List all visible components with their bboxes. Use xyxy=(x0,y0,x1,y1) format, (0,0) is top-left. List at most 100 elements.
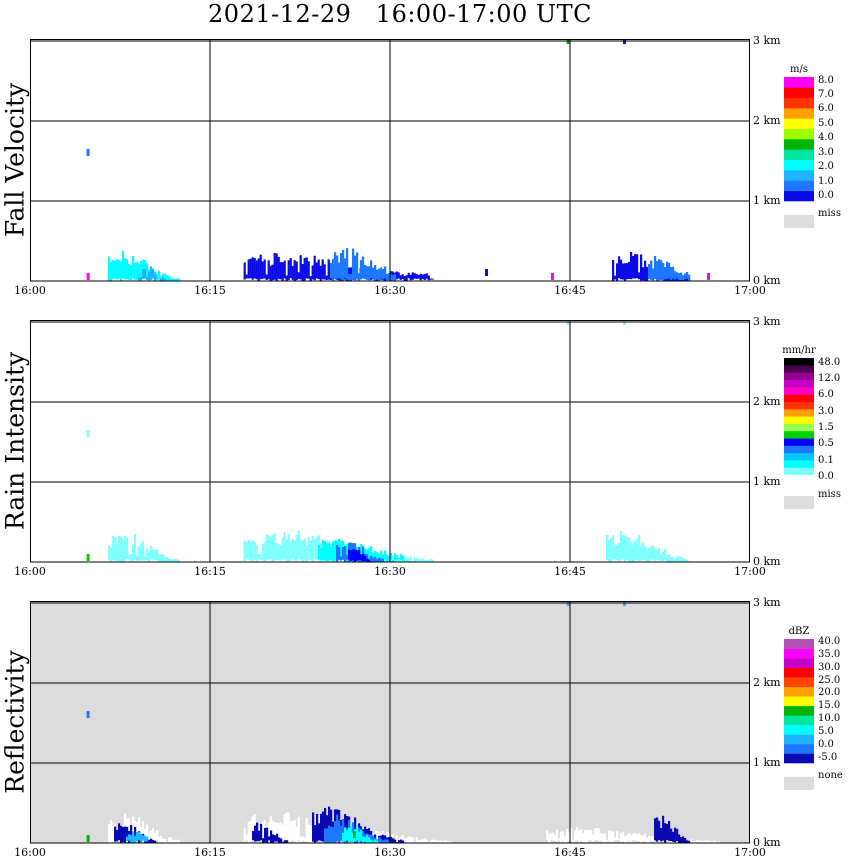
echo-column xyxy=(358,273,361,281)
echo-column xyxy=(255,260,258,280)
echo-column xyxy=(346,544,349,562)
echo-column xyxy=(346,554,349,560)
echo-column xyxy=(644,260,647,281)
echo-column xyxy=(249,541,252,561)
echo-column xyxy=(257,554,260,560)
echo-column xyxy=(636,833,639,841)
echo-column xyxy=(636,254,639,279)
echo-column xyxy=(253,258,256,279)
echo-column xyxy=(271,820,274,842)
x-tick-label: 16:45 xyxy=(554,846,586,859)
echo-column xyxy=(672,556,675,562)
colorbar-swatch xyxy=(784,705,814,716)
echo-column xyxy=(618,838,621,841)
echo-column xyxy=(164,273,167,281)
echo-column xyxy=(277,544,280,561)
echo-speck xyxy=(707,273,710,280)
echo-column xyxy=(708,840,711,843)
echo-column xyxy=(397,272,400,279)
colorbar-swatch xyxy=(784,139,814,150)
echo-column xyxy=(293,260,296,281)
echo-column xyxy=(394,274,397,281)
echo-column xyxy=(378,557,381,562)
echo-column xyxy=(140,544,143,561)
echo-column xyxy=(650,546,653,560)
echo-column xyxy=(164,556,167,562)
echo-column xyxy=(652,545,655,560)
echo-column xyxy=(126,826,129,841)
echo-column xyxy=(118,260,121,279)
echo-column xyxy=(435,840,438,843)
colorbar-tick-label: 0.0 xyxy=(818,471,834,482)
echo-column xyxy=(251,816,254,841)
echo-column xyxy=(279,822,282,843)
echo-column xyxy=(618,542,621,561)
plot-frame xyxy=(30,601,750,844)
echo-column xyxy=(316,814,319,842)
echo-column xyxy=(396,555,399,560)
echo-column xyxy=(314,825,317,843)
echo-column xyxy=(342,819,345,842)
echo-column xyxy=(299,539,302,560)
y-tick-label: 1 km xyxy=(753,194,781,207)
echo-column xyxy=(303,258,306,281)
echo-region xyxy=(126,831,149,843)
colorbar-missing-swatch xyxy=(784,496,814,509)
echo-column xyxy=(427,275,430,281)
echo-column xyxy=(382,269,385,280)
echo-column xyxy=(704,840,707,843)
echo-column xyxy=(257,258,260,281)
echo-column xyxy=(678,279,681,281)
y-tick-label: 2 km xyxy=(753,676,781,689)
echo-column xyxy=(558,838,561,841)
echo-column xyxy=(144,835,147,842)
echo-column xyxy=(362,256,365,279)
echo-column xyxy=(419,559,422,562)
echo-column xyxy=(136,262,139,280)
echo-column xyxy=(374,839,377,843)
echo-column xyxy=(174,840,177,843)
echo-column xyxy=(150,266,153,280)
echo-column xyxy=(328,825,331,843)
echo-column xyxy=(136,822,139,842)
echo-column xyxy=(258,830,261,842)
echo-column xyxy=(644,833,647,842)
echo-column xyxy=(126,259,129,280)
echo-column xyxy=(364,265,367,280)
echo-column xyxy=(150,830,153,841)
echo-column xyxy=(295,261,298,280)
echo-column xyxy=(368,266,371,281)
echo-column xyxy=(325,275,328,280)
echo-column xyxy=(252,830,255,841)
echo-column xyxy=(382,558,385,562)
colorbar-missing-swatch xyxy=(784,777,814,790)
colorbar-swatch xyxy=(784,365,814,373)
colorbar-unit: mm/hr xyxy=(782,345,816,356)
colorbar-swatch xyxy=(784,394,814,403)
echo-column xyxy=(108,256,111,281)
echo-column xyxy=(291,265,294,280)
echo-column xyxy=(582,832,585,842)
echo-column xyxy=(437,840,440,843)
echo-column xyxy=(554,834,557,841)
echo-column xyxy=(332,827,335,843)
echo-column xyxy=(423,560,426,562)
echo-column xyxy=(295,534,298,561)
echo-column xyxy=(616,544,619,561)
echo-column xyxy=(650,260,653,279)
y-tick-label: 3 km xyxy=(753,34,781,47)
echo-column xyxy=(658,547,661,561)
echo-region xyxy=(654,815,691,843)
echo-column xyxy=(441,841,444,843)
echo-column xyxy=(245,541,248,560)
echo-column xyxy=(336,544,339,562)
echo-column xyxy=(387,831,390,841)
echo-column xyxy=(368,837,371,843)
echo-column xyxy=(630,541,633,562)
echo-column xyxy=(170,559,173,562)
echo-column xyxy=(385,832,388,841)
colorbar-swatch xyxy=(784,423,814,432)
echo-column xyxy=(684,277,687,281)
echo-column xyxy=(342,249,345,281)
echo-column xyxy=(670,557,673,562)
